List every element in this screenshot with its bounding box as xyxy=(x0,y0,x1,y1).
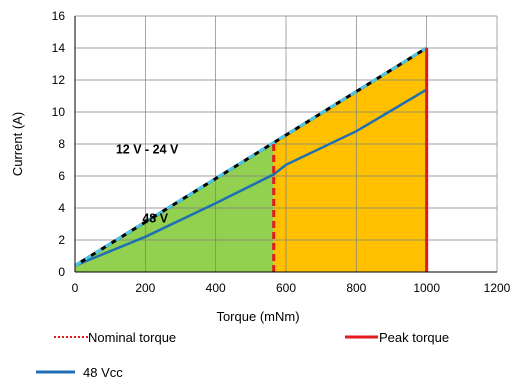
y-tick-label: 8 xyxy=(58,137,65,151)
x-tick-label: 400 xyxy=(206,281,226,295)
y-tick-label: 16 xyxy=(52,9,66,23)
axes-layer xyxy=(74,16,497,273)
x-tick-label: 1200 xyxy=(484,281,511,295)
y-tick-label: 2 xyxy=(58,233,65,247)
y-tick-label: 6 xyxy=(58,169,65,183)
y-tick-label: 14 xyxy=(52,41,66,55)
annotation-48v: 48 V xyxy=(142,211,168,225)
y-tick-label: 4 xyxy=(58,201,65,215)
legend: Nominal torque Peak torque 48 Vcc xyxy=(36,330,449,380)
x-tick-label: 0 xyxy=(72,281,79,295)
region-peak xyxy=(273,48,427,272)
y-tick-label: 12 xyxy=(52,73,66,87)
x-tick-label: 200 xyxy=(135,281,155,295)
x-axis-label: Torque (mNm) xyxy=(216,309,299,324)
y-axis-label: Current (A) xyxy=(10,112,25,176)
series-line-48vcc xyxy=(74,88,428,267)
y-tick-label: 10 xyxy=(52,105,66,119)
x-tick-label: 800 xyxy=(346,281,366,295)
x-tick-label: 1000 xyxy=(413,281,440,295)
annotation-12v-24v: 12 V - 24 V xyxy=(116,143,179,157)
legend-label-48vcc: 48 Vcc xyxy=(83,365,123,380)
legend-label-peak-torque: Peak torque xyxy=(379,330,449,345)
series-line-12v-24v-dash xyxy=(74,46,428,267)
y-tick-label: 0 xyxy=(58,265,65,279)
legend-label-nominal-torque: Nominal torque xyxy=(88,330,176,345)
x-tick-label: 600 xyxy=(276,281,296,295)
tick-labels-layer: 0 200 400 600 800 1000 1200 0 2 4 6 8 10 12 14 16 xyxy=(52,9,511,295)
lines-layer xyxy=(74,46,429,272)
